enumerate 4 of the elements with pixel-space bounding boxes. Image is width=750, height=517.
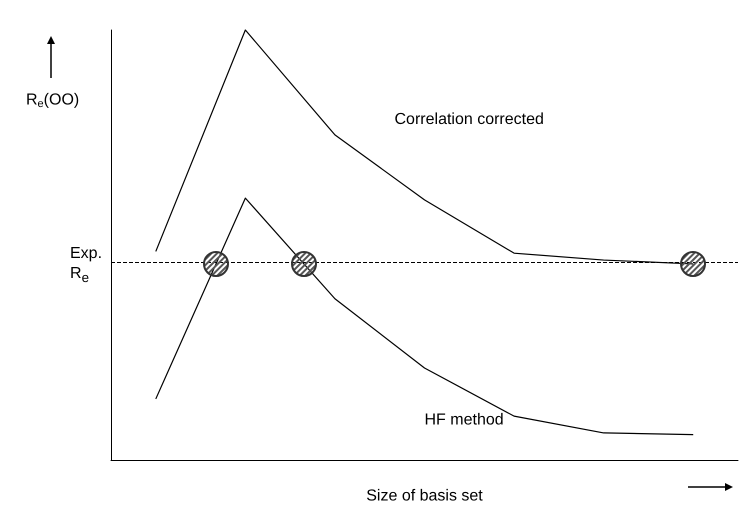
series-label: HF method	[424, 412, 504, 429]
x-axis-title: Size of basis set	[366, 488, 484, 504]
text: Correlation corrected	[394, 111, 544, 128]
ref-line-label: Exp. R$_{e}$	[70, 244, 104, 288]
